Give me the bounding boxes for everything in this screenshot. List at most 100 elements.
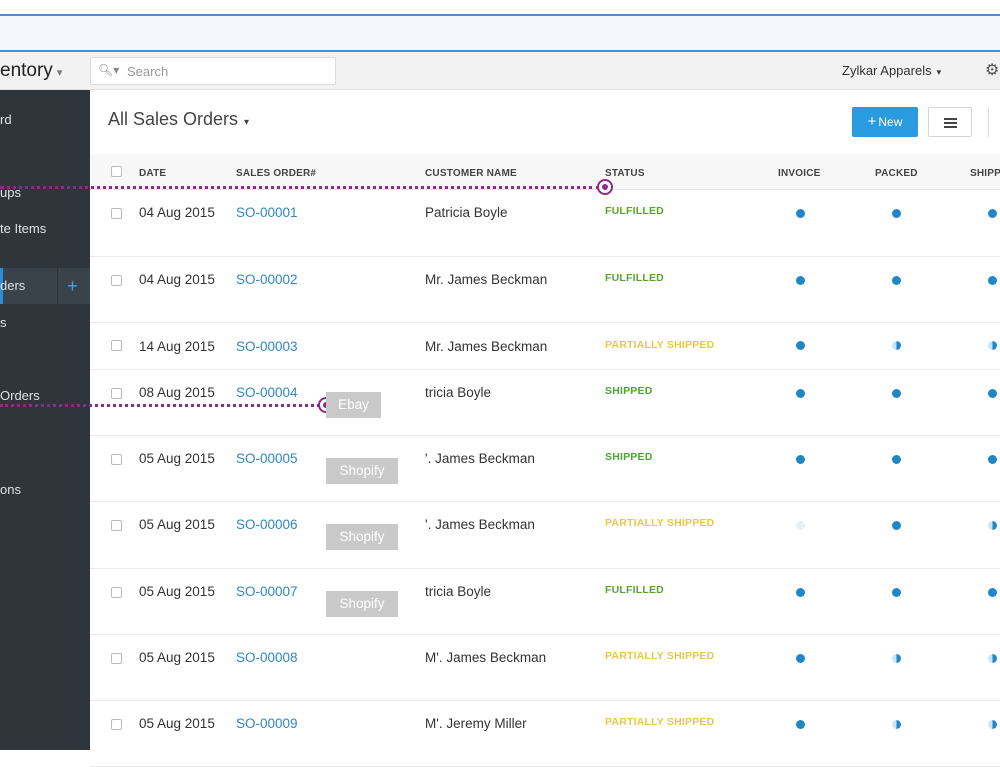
status-badge: FULFILLED — [605, 584, 664, 596]
row-checkbox[interactable] — [111, 340, 122, 351]
sidebar-item-integrations[interactable]: ons — [0, 482, 21, 502]
table-row[interactable]: 08 Aug 2015 SO-00004 tricia Boyle SHIPPED — [90, 370, 1000, 436]
sidebar-item-sales-orders[interactable]: ders — [0, 278, 25, 298]
sales-order-link[interactable]: SO-00001 — [236, 205, 298, 220]
packed-status-dot — [892, 276, 901, 285]
browser-top-strip — [0, 0, 1000, 52]
organization-switcher[interactable]: Zylkar Apparels ▾ — [842, 63, 941, 78]
more-options-button[interactable] — [928, 107, 972, 137]
sidebar-item-purchase-orders[interactable]: Orders — [0, 388, 40, 408]
column-header-shipped[interactable]: SHIPP — [970, 168, 1000, 179]
status-badge: SHIPPED — [605, 385, 653, 397]
invoice-status-dot — [796, 521, 805, 530]
chevron-down-icon: ▾ — [936, 67, 942, 77]
sidebar-selection-bar — [0, 268, 3, 304]
packed-status-dot — [892, 389, 901, 398]
new-sales-order-button[interactable]: + New — [852, 107, 918, 137]
search-box[interactable]: 🔍︎▾ — [90, 57, 336, 85]
toolbar-divider — [988, 107, 989, 137]
packed-status-dot — [892, 455, 901, 464]
invoice-status-dot — [796, 455, 805, 464]
customer-name: Patricia Boyle — [425, 205, 508, 220]
channel-tag: Shopify — [326, 458, 398, 484]
search-icon[interactable]: 🔍︎▾ — [98, 63, 120, 77]
shipped-status-dot — [988, 588, 997, 597]
new-button-label: New — [878, 115, 903, 129]
invoice-status-dot — [796, 276, 805, 285]
customer-name: Mr. James Beckman — [425, 272, 548, 287]
sidebar-item-packages[interactable]: s — [0, 315, 7, 335]
row-checkbox[interactable] — [111, 208, 122, 219]
sidebar-item-composite-items[interactable]: te Items — [0, 221, 46, 241]
table-row[interactable]: 05 Aug 2015 SO-00008 M'. James Beckman PART… — [90, 635, 1000, 701]
order-date: 05 Aug 2015 — [139, 451, 215, 466]
row-checkbox[interactable] — [111, 388, 122, 399]
column-header-sales-order[interactable]: SALES ORDER# — [236, 168, 317, 179]
sales-order-link[interactable]: SO-00006 — [236, 517, 298, 532]
table-row[interactable]: 05 Aug 2015 SO-00007 tricia Boyle FULFILLED — [90, 569, 1000, 635]
status-badge: PARTIALLY SHIPPED — [605, 650, 715, 662]
status-badge: PARTIALLY SHIPPED — [605, 517, 715, 529]
sidebar-item-label: ons — [0, 482, 21, 497]
annotation-line — [0, 404, 320, 407]
table-row[interactable]: 04 Aug 2015 SO-00002 Mr. James Beckman FULF… — [90, 257, 1000, 323]
column-header-customer[interactable]: CUSTOMER NAME — [425, 168, 517, 179]
plus-icon: + — [867, 113, 877, 130]
sales-order-link[interactable]: SO-00007 — [236, 584, 298, 599]
table-row[interactable]: 05 Aug 2015 SO-00009 M'. Jeremy Miller PART… — [90, 701, 1000, 767]
customer-name: M'. James Beckman — [425, 650, 547, 665]
table-row[interactable]: 05 Aug 2015 SO-00005 '. James Beckman SHIPP… — [90, 436, 1000, 502]
sidebar-item-label: te Items — [0, 221, 47, 236]
column-header-invoice[interactable]: INVOICE — [778, 168, 821, 179]
row-checkbox[interactable] — [111, 454, 122, 465]
sales-order-link[interactable]: SO-00002 — [236, 272, 298, 287]
invoice-status-dot — [796, 720, 805, 729]
invoice-status-dot — [796, 209, 805, 218]
sales-order-link[interactable]: SO-00005 — [236, 451, 298, 466]
customer-name: M'. Jeremy Miller — [425, 716, 527, 731]
channel-tag: Shopify — [326, 591, 398, 617]
sales-order-link[interactable]: SO-00009 — [236, 716, 298, 731]
address-area — [0, 16, 1000, 50]
view-selector[interactable]: All Sales Orders ▾ — [108, 109, 249, 130]
shipped-status-dot — [988, 455, 997, 464]
sales-order-link[interactable]: SO-00004 — [236, 385, 298, 400]
order-date: 04 Aug 2015 — [139, 272, 215, 287]
row-checkbox[interactable] — [111, 587, 122, 598]
app-header: entory▾ 🔍︎▾ Zylkar Apparels▾ ⚙ — [0, 52, 1000, 90]
page-toolbar: All Sales Orders ▾ + New — [90, 90, 1000, 154]
invoice-status-dot — [796, 588, 805, 597]
sidebar-item-dashboard[interactable]: rd — [0, 112, 12, 132]
column-header-packed[interactable]: PACKED — [875, 168, 918, 179]
bottom-divider — [0, 50, 1000, 52]
status-badge: PARTIALLY SHIPPED — [605, 716, 715, 728]
select-all-checkbox[interactable] — [111, 166, 122, 177]
customer-name: Mr. James Beckman — [425, 339, 548, 354]
order-date: 05 Aug 2015 — [139, 716, 215, 731]
table-row[interactable]: 14 Aug 2015 SO-00003 Mr. James Beckman PART… — [90, 323, 1000, 370]
row-checkbox[interactable] — [111, 275, 122, 286]
column-header-date[interactable]: DATE — [139, 168, 167, 179]
sidebar-item-label: Orders — [0, 388, 40, 403]
table-header: DATE SALES ORDER# CUSTOMER NAME STATUS I… — [90, 154, 1000, 190]
gear-icon[interactable]: ⚙ — [985, 62, 1000, 79]
sales-order-link[interactable]: SO-00003 — [236, 339, 298, 354]
table-row[interactable]: 04 Aug 2015 SO-00001 Patricia Boyle FULFILL… — [90, 190, 1000, 257]
row-checkbox[interactable] — [111, 653, 122, 664]
row-checkbox[interactable] — [111, 719, 122, 730]
order-date: 05 Aug 2015 — [139, 584, 215, 599]
status-badge: FULFILLED — [605, 272, 664, 284]
order-date: 08 Aug 2015 — [139, 385, 215, 400]
table-row[interactable]: 05 Aug 2015 SO-00006 '. James Beckman PARTI… — [90, 502, 1000, 569]
add-sales-order-button[interactable]: + — [57, 268, 87, 304]
customer-name: tricia Boyle — [425, 385, 492, 400]
shipped-status-dot — [988, 654, 997, 663]
search-input[interactable] — [127, 62, 327, 80]
annotation-marker — [597, 179, 613, 195]
row-checkbox[interactable] — [111, 520, 122, 531]
column-header-status[interactable]: STATUS — [605, 168, 645, 179]
app-switcher[interactable]: entory ▾ — [0, 60, 62, 82]
status-badge: FULFILLED — [605, 205, 664, 217]
sales-order-link[interactable]: SO-00008 — [236, 650, 298, 665]
invoice-status-dot — [796, 654, 805, 663]
